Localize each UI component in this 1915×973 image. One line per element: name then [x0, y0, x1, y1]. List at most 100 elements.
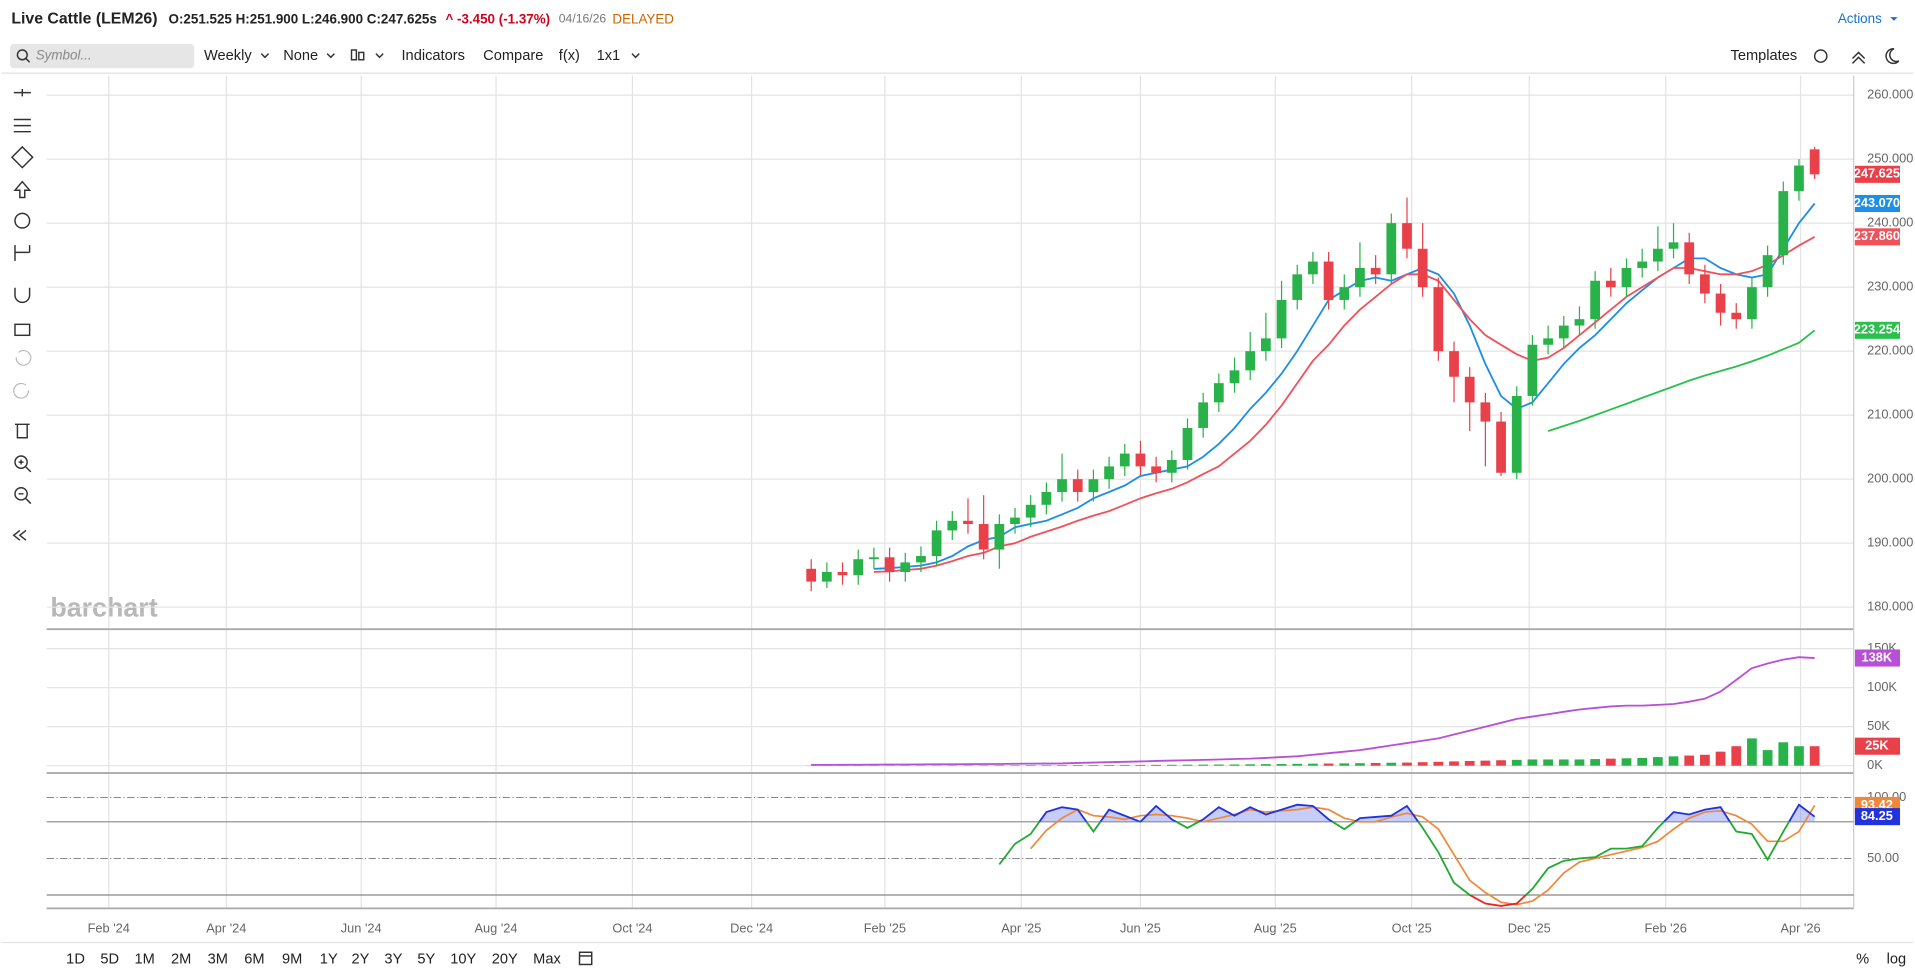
quote-date: 04/16/26 [559, 12, 607, 26]
dropdown-caret [631, 53, 640, 59]
candle-body [1747, 287, 1757, 320]
candle-body [1715, 293, 1726, 313]
volume-bar [1449, 761, 1459, 766]
last-value-label: 25K [1865, 738, 1889, 753]
volume-bar [1025, 765, 1036, 766]
y-tick-label: 50K [1867, 718, 1890, 733]
volume-bar [1104, 764, 1114, 766]
volume-bar [1511, 759, 1522, 766]
volume-bar [1308, 763, 1318, 766]
x-tick-label: Aug '24 [475, 920, 518, 935]
volume-bar [1652, 757, 1663, 766]
volume-bar [1809, 746, 1820, 766]
scale-button[interactable]: % [1856, 951, 1869, 967]
volume-bar [1213, 764, 1224, 766]
period-button[interactable]: 20Y [492, 951, 518, 967]
volume-bar [1386, 762, 1397, 766]
last-value-box [1854, 321, 1901, 339]
x-tick-label: Jun '25 [1120, 920, 1161, 935]
period-button[interactable]: Max [533, 951, 561, 967]
candle-body [1355, 267, 1365, 288]
period-button[interactable]: 10Y [450, 951, 476, 967]
settings-icon[interactable] [1813, 49, 1828, 63]
period-button[interactable]: 1D [66, 951, 85, 967]
volume-bar [1339, 763, 1350, 766]
volume-bar [1166, 764, 1177, 766]
period-button[interactable]: 5D [100, 951, 119, 967]
theme-icon[interactable] [1885, 48, 1900, 65]
period-button[interactable]: 5Y [417, 951, 435, 967]
symbol: Live Cattle (LEM26) [11, 11, 157, 28]
x-tick-label: Jun '24 [341, 920, 382, 935]
volume-bar [1292, 763, 1303, 766]
x-tick-label: Dec '24 [730, 920, 773, 935]
toolbar-item[interactable]: 1x1 [597, 48, 621, 64]
open-interest-line [811, 656, 1815, 766]
candle-body [1041, 491, 1052, 505]
period-button[interactable]: 3M [208, 951, 228, 967]
templates-button[interactable]: Templates [1731, 48, 1798, 64]
last-value-box [1854, 228, 1901, 246]
candle-body [1637, 261, 1648, 268]
candle-body [1370, 267, 1381, 275]
actions-caret [1890, 17, 1898, 21]
volume-bar [1464, 761, 1475, 766]
volume-bar [1700, 754, 1710, 766]
quote-header: Live Cattle (LEM26) O:251.525 H:251.900 … [11, 11, 674, 28]
candle-body [1684, 242, 1695, 275]
period-button[interactable]: 1M [134, 951, 154, 967]
dropdown-caret [375, 53, 384, 59]
ohlc: O:251.525 H:251.900 L:246.900 C:247.625s [169, 11, 437, 26]
candle-body [916, 555, 926, 563]
status: DELAYED [612, 11, 674, 26]
period-button[interactable]: 2M [171, 951, 191, 967]
last-value-label: 243.070 [1854, 195, 1900, 210]
x-tick-label: Apr '24 [206, 920, 246, 935]
drawing-tools[interactable] [10, 89, 34, 541]
moving-average [873, 235, 1816, 573]
search-icon [16, 49, 28, 61]
collapse-icon[interactable] [1851, 51, 1866, 64]
volume-bar [1355, 763, 1365, 766]
volume-bar [1747, 738, 1757, 766]
symbol-search[interactable] [10, 43, 195, 69]
volume-bar [1496, 760, 1506, 766]
candle-body [1057, 479, 1067, 492]
candle-body [1308, 261, 1318, 275]
candle-body [1386, 223, 1397, 275]
volume-bar [1245, 764, 1256, 766]
period-button[interactable]: 1Y [320, 951, 338, 967]
toolbar-item[interactable]: Weekly [204, 48, 252, 64]
calendar-icon[interactable] [578, 951, 593, 966]
candle-body [1339, 287, 1350, 300]
period-button[interactable]: 3Y [384, 951, 402, 967]
y-tick-label: 200.000 [1867, 471, 1913, 486]
period-button[interactable]: 6M [244, 951, 264, 967]
y-tick-label: 0K [1867, 757, 1883, 772]
candle-body [978, 523, 989, 550]
toolbar-item[interactable]: Compare [483, 48, 543, 64]
toolbar-item[interactable]: None [283, 48, 318, 64]
candle-body [1261, 338, 1271, 352]
candle-body [1527, 344, 1538, 396]
volume-bar [1527, 759, 1538, 766]
chart-type-icon[interactable] [350, 49, 365, 61]
volume-bar [1135, 764, 1146, 766]
actions-button[interactable]: Actions [1838, 11, 1882, 26]
candle-body [1700, 274, 1710, 294]
stoch-d-line [1030, 805, 1816, 906]
candle-body [1574, 319, 1585, 326]
toolbar-item[interactable]: f(x) [559, 48, 580, 64]
toolbar-item[interactable]: Indicators [402, 48, 465, 64]
volume-bar [1151, 764, 1162, 766]
period-button[interactable]: 9M [282, 951, 302, 967]
volume-bar [1072, 765, 1083, 766]
x-tick-label: Oct '25 [1392, 920, 1432, 935]
candle-body [1543, 338, 1553, 345]
scale-button[interactable]: log [1887, 951, 1907, 967]
last-value-label: 247.625 [1854, 166, 1900, 181]
candle-body [1245, 351, 1256, 371]
candle-body [1605, 280, 1616, 288]
volume-bar [1794, 746, 1804, 766]
period-button[interactable]: 2Y [352, 951, 370, 967]
